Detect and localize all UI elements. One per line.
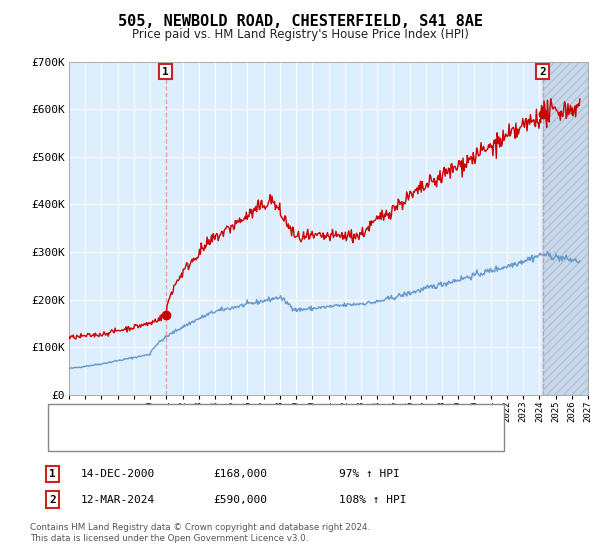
Text: £590,000: £590,000 (213, 494, 267, 505)
Text: 505, NEWBOLD ROAD, CHESTERFIELD, S41 8AE (detached house): 505, NEWBOLD ROAD, CHESTERFIELD, S41 8AE… (85, 412, 427, 422)
Text: 108% ↑ HPI: 108% ↑ HPI (339, 494, 407, 505)
Text: 14-DEC-2000: 14-DEC-2000 (81, 469, 155, 479)
Bar (544, 62, 588, 395)
Bar (544, 62, 588, 395)
Text: 2: 2 (49, 494, 56, 505)
Text: Price paid vs. HM Land Registry's House Price Index (HPI): Price paid vs. HM Land Registry's House … (131, 28, 469, 41)
Text: 1: 1 (162, 67, 169, 77)
Text: HPI: Average price, detached house, Chesterfield: HPI: Average price, detached house, Ches… (85, 433, 373, 444)
Text: 97% ↑ HPI: 97% ↑ HPI (339, 469, 400, 479)
Text: 2: 2 (539, 67, 546, 77)
Text: 505, NEWBOLD ROAD, CHESTERFIELD, S41 8AE: 505, NEWBOLD ROAD, CHESTERFIELD, S41 8AE (118, 14, 482, 29)
Text: Contains HM Land Registry data © Crown copyright and database right 2024.
This d: Contains HM Land Registry data © Crown c… (30, 524, 370, 543)
Text: £168,000: £168,000 (213, 469, 267, 479)
Text: 12-MAR-2024: 12-MAR-2024 (81, 494, 155, 505)
Text: 1: 1 (49, 469, 56, 479)
